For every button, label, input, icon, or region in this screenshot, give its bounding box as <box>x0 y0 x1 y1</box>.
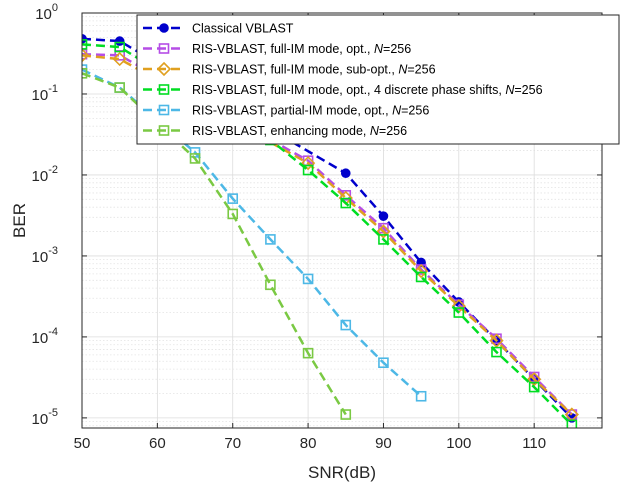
data-point-square <box>158 125 170 136</box>
data-point-circle <box>114 36 125 46</box>
x-axis-ticks: 50 60 70 80 90 100 110 <box>74 13 546 452</box>
y-tick-label: 100 <box>35 2 58 23</box>
x-tick-label: 70 <box>224 435 241 452</box>
data-point-square <box>265 279 276 291</box>
legend-label: RIS-VBLAST, enhancing mode, N=256 <box>192 124 407 138</box>
legend-label: RIS-VBLAST, partial-IM mode, opt., N=256 <box>192 104 429 118</box>
legend-label: RIS-VBLAST, full-IM mode, sub-opt., N=25… <box>192 63 436 77</box>
legend-item: RIS-VBLAST, full-IM mode, opt., N=256 <box>143 42 411 56</box>
data-point-square <box>566 409 578 420</box>
data-point-square <box>189 153 201 164</box>
data-point-square <box>302 273 314 285</box>
data-point-square <box>340 319 352 331</box>
x-tick-label: 90 <box>375 435 392 452</box>
legend-label: Classical VBLAST <box>192 22 294 36</box>
series-line <box>82 72 347 416</box>
legend-box <box>136 14 620 145</box>
x-tick-label: 50 <box>74 435 91 452</box>
data-point-circle <box>159 23 169 33</box>
data-point-square <box>302 164 314 176</box>
legend-item: Classical VBLAST <box>143 22 294 36</box>
y-tick-label: 10-1 <box>32 83 58 104</box>
data-point-square <box>82 39 88 50</box>
data-point-square <box>265 234 276 245</box>
data-point-square <box>378 234 389 245</box>
data-point-square <box>82 68 88 79</box>
y-tick-label: 10-3 <box>32 245 58 266</box>
y-tick-label: 10-2 <box>32 164 58 185</box>
data-point-circle <box>378 211 389 221</box>
data-point-square <box>340 197 352 209</box>
data-point-diamond <box>112 51 127 67</box>
series-6 <box>82 68 352 420</box>
data-point-square <box>566 419 578 428</box>
data-point-square <box>158 43 170 54</box>
legend-item: RIS-VBLAST, full-IM mode, sub-opt., N=25… <box>143 61 436 77</box>
data-point-square <box>528 381 540 393</box>
data-point-diamond <box>527 372 542 387</box>
legend-item: RIS-VBLAST, enhancing mode, N=256 <box>143 124 407 138</box>
legend-item: RIS-VBLAST, partial-IM mode, opt., N=256 <box>143 104 429 118</box>
y-axis-label: BER <box>10 203 29 238</box>
data-point-diamond <box>82 48 90 63</box>
legend-label: RIS-VBLAST, full-IM mode, opt., 4 discre… <box>192 83 543 97</box>
legend-item: RIS-VBLAST, full-IM mode, opt., 4 discre… <box>143 83 543 97</box>
data-point-square <box>302 347 314 359</box>
data-point-diamond <box>489 333 504 348</box>
data-point-square <box>415 271 427 283</box>
data-point-square <box>491 346 502 358</box>
data-point-diamond <box>300 155 316 171</box>
data-point-circle <box>82 34 87 44</box>
x-tick-label: 80 <box>300 435 317 452</box>
x-tick-label: 110 <box>522 435 546 452</box>
x-axis-label: SNR(dB) <box>308 463 376 482</box>
data-point-diamond <box>376 224 391 239</box>
data-point-square <box>227 193 239 204</box>
data-point-square <box>453 307 465 318</box>
y-tick-label: 10-5 <box>32 407 58 428</box>
legend: Classical VBLAST RIS-VBLAST, full-IM mode… <box>136 14 620 145</box>
plot-frame <box>81 12 603 429</box>
x-tick-label: 100 <box>446 435 471 452</box>
y-tick-label: 10-4 <box>32 326 58 347</box>
data-point-square <box>158 104 170 116</box>
y-axis-ticks: 10-5 10-4 10-3 10-2 10-1 100 <box>32 2 602 428</box>
x-tick-label: 60 <box>149 435 166 452</box>
data-point-square <box>415 390 427 402</box>
data-point-square <box>158 84 170 95</box>
data-point-square <box>340 409 352 420</box>
data-point-square <box>114 82 125 93</box>
data-point-square <box>114 41 125 53</box>
data-point-square <box>227 208 239 220</box>
data-point-diamond <box>156 61 172 77</box>
data-point-square <box>378 357 389 369</box>
legend-label: RIS-VBLAST, full-IM mode, opt., N=256 <box>192 42 411 56</box>
data-point-diamond <box>413 263 429 279</box>
data-point-circle <box>340 168 351 179</box>
